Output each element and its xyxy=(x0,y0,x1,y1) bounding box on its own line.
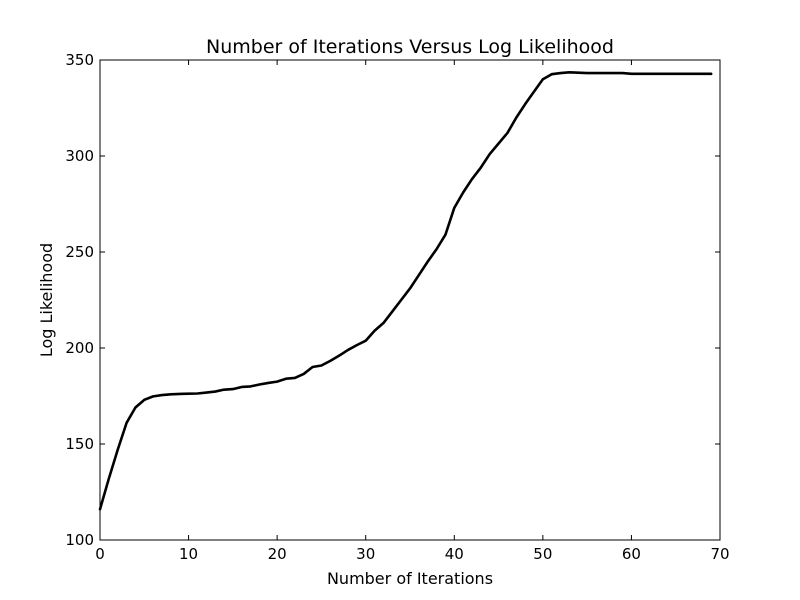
x-axis-title: Number of Iterations xyxy=(327,569,493,588)
x-tick-label: 20 xyxy=(268,545,287,563)
x-tick-label: 40 xyxy=(445,545,464,563)
x-tick-label: 0 xyxy=(95,545,105,563)
x-tick-label: 30 xyxy=(356,545,375,563)
y-axis-title: Log Likelihood xyxy=(37,243,56,357)
y-tick-label: 150 xyxy=(65,435,94,453)
series-line xyxy=(98,70,713,511)
plot-frame xyxy=(99,59,721,541)
y-tick-label: 250 xyxy=(65,243,94,261)
chart-title: Number of Iterations Versus Log Likeliho… xyxy=(206,36,614,58)
axis-tick-labels: 0 10 20 30 40 50 60 70 100 150 200 250 300 350 xyxy=(65,51,729,563)
x-tick-label: 70 xyxy=(710,545,729,563)
y-tick-label: 350 xyxy=(65,51,94,69)
x-tick-label: 50 xyxy=(533,545,552,563)
y-tick-label: 300 xyxy=(65,147,94,165)
y-tick-label: 100 xyxy=(65,531,94,549)
x-tick-label: 60 xyxy=(622,545,641,563)
y-tick-label: 200 xyxy=(65,339,94,357)
x-tick-label: 10 xyxy=(179,545,198,563)
